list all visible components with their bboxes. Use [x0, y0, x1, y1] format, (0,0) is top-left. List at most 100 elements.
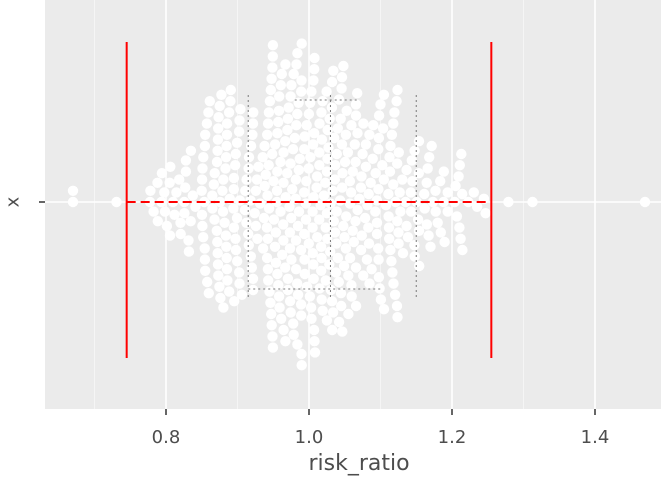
data-point	[360, 161, 372, 172]
data-point	[421, 219, 433, 230]
data-point	[346, 291, 357, 302]
data-point	[301, 120, 312, 131]
data-point	[368, 120, 379, 131]
data-point	[419, 188, 430, 200]
data-point	[220, 152, 232, 163]
data-point	[347, 166, 358, 177]
data-point	[233, 126, 245, 137]
data-point	[296, 75, 307, 86]
data-point	[290, 174, 302, 185]
data-point	[267, 148, 278, 160]
data-point	[203, 288, 214, 299]
data-point	[305, 302, 317, 313]
data-point	[346, 120, 357, 131]
data-point	[217, 206, 229, 217]
data-point	[259, 140, 270, 152]
data-point	[331, 206, 342, 217]
data-point	[330, 267, 342, 278]
data-point	[211, 156, 223, 168]
data-point	[263, 160, 274, 171]
data-point	[253, 161, 264, 172]
data-point	[272, 268, 283, 280]
data-point	[144, 196, 156, 208]
data-point	[241, 174, 252, 185]
data-point	[314, 118, 325, 129]
data-point	[283, 102, 294, 113]
data-point	[243, 152, 255, 163]
data-point	[347, 225, 358, 236]
data-point	[348, 236, 359, 248]
data-point	[311, 182, 322, 193]
data-point	[326, 296, 338, 307]
data-point	[309, 128, 320, 139]
data-point	[426, 140, 437, 152]
data-point	[284, 201, 295, 212]
data-point	[336, 72, 348, 83]
data-point	[207, 203, 218, 214]
data-point	[278, 177, 289, 188]
data-point	[338, 260, 350, 272]
data-point	[267, 342, 279, 353]
data-point	[303, 108, 315, 120]
data-point	[293, 164, 304, 176]
data-point	[214, 100, 225, 112]
data-point	[280, 59, 291, 70]
data-point	[350, 262, 362, 273]
data-point	[200, 265, 211, 276]
data-point	[359, 212, 371, 224]
data-point	[271, 196, 283, 208]
data-point	[273, 116, 284, 128]
data-point	[171, 187, 182, 198]
data-point	[224, 286, 235, 297]
data-point	[258, 212, 270, 224]
data-point	[212, 134, 224, 145]
data-point	[218, 174, 229, 185]
data-point	[301, 281, 313, 292]
data-point	[333, 276, 344, 288]
data-point	[401, 164, 412, 176]
data-point	[314, 283, 325, 294]
data-point	[267, 62, 278, 73]
data-point	[234, 195, 245, 206]
data-point	[308, 192, 319, 203]
data-point	[412, 214, 424, 225]
data-point	[179, 208, 190, 219]
data-point	[300, 214, 312, 225]
data-point	[320, 222, 331, 233]
data-point	[468, 187, 479, 198]
data-point	[278, 324, 289, 336]
data-point	[342, 147, 354, 158]
data-point	[267, 51, 278, 62]
data-point	[312, 232, 323, 243]
data-point	[352, 128, 363, 139]
data-point	[209, 168, 220, 179]
data-point	[370, 206, 381, 217]
data-point	[373, 144, 384, 155]
data-point	[391, 300, 403, 312]
data-point	[262, 264, 274, 275]
data-point	[175, 228, 186, 240]
data-point	[320, 177, 331, 188]
data-point	[266, 320, 277, 331]
data-point	[289, 132, 300, 144]
data-point	[333, 316, 345, 328]
data-point	[292, 108, 303, 120]
data-point	[232, 256, 243, 267]
data-point	[334, 195, 346, 206]
data-point	[307, 139, 319, 150]
data-point	[422, 163, 433, 174]
data-point	[360, 139, 372, 150]
data-point	[414, 260, 425, 272]
data-point	[383, 188, 394, 200]
data-point	[327, 324, 338, 336]
data-point	[228, 222, 240, 233]
data-point	[339, 232, 350, 243]
data-point	[350, 300, 362, 312]
dotted-guides	[247, 95, 417, 300]
data-point	[309, 336, 320, 347]
data-point	[387, 267, 398, 278]
data-point	[183, 246, 195, 257]
data-point	[352, 88, 363, 99]
data-point	[335, 113, 346, 125]
data-point	[259, 180, 270, 192]
